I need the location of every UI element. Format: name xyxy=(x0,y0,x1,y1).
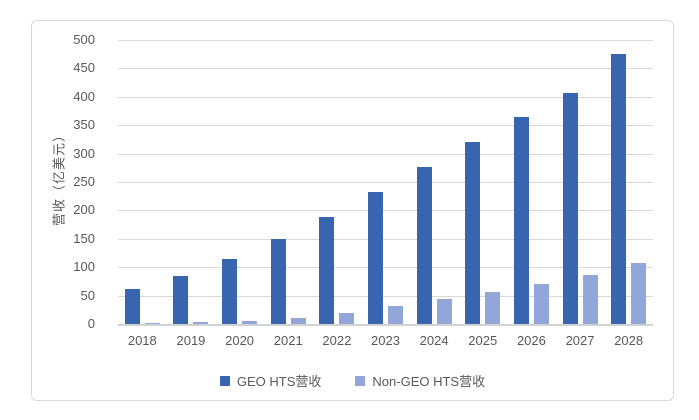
bar-geo-2020 xyxy=(222,258,238,324)
y-tick-label-100: 100 xyxy=(73,259,95,275)
x-tick-label-2023: 2023 xyxy=(371,333,400,348)
bar-geo-2025 xyxy=(465,142,481,324)
x-tick-label-2026: 2026 xyxy=(516,333,546,348)
gridline-250 xyxy=(118,182,653,183)
x-tick-label-2019: 2019 xyxy=(176,333,206,348)
y-tick-label-150: 150 xyxy=(73,230,95,246)
bar-geo-2028 xyxy=(611,54,627,324)
x-tick-label-2020: 2020 xyxy=(225,333,255,348)
bar-geo-2018 xyxy=(124,288,140,324)
y-tick-label-500: 500 xyxy=(73,32,95,47)
y-tick-label-350: 350 xyxy=(73,117,95,133)
bar-nongeo-2024 xyxy=(436,299,452,324)
x-tick-label-2018: 2018 xyxy=(127,333,157,348)
bar-nongeo-2026 xyxy=(533,283,549,324)
y-tick-label-400: 400 xyxy=(73,88,95,104)
x-tick-label-2027: 2027 xyxy=(565,333,595,348)
x-tick-label-2024: 2024 xyxy=(419,333,449,348)
legend-label-geo: GEO HTS营收 xyxy=(236,374,322,389)
bar-nongeo-2022 xyxy=(339,313,355,324)
y-tick-label-200: 200 xyxy=(73,202,95,218)
bar-nongeo-2019 xyxy=(193,322,209,324)
gridline-400 xyxy=(118,96,653,98)
bar-geo-2022 xyxy=(319,217,335,324)
bar-geo-2027 xyxy=(562,93,578,324)
gridline-50 xyxy=(118,295,653,297)
gridline-150 xyxy=(118,238,653,240)
legend-item-geo: GEO HTS营收 xyxy=(219,371,322,390)
x-tick-label-2025: 2025 xyxy=(468,333,498,348)
bar-nongeo-2023 xyxy=(388,305,403,324)
bar-geo-2024 xyxy=(416,166,432,324)
bar-nongeo-2018 xyxy=(144,322,160,324)
bar-geo-2026 xyxy=(513,116,529,324)
legend: GEO HTS营收 Non-GEO HTS营收 xyxy=(32,371,673,390)
bar-geo-2021 xyxy=(270,238,286,324)
gridline-350 xyxy=(118,125,653,127)
bar-nongeo-2027 xyxy=(582,275,598,324)
bar-nongeo-2021 xyxy=(290,317,306,324)
y-tick-label-50: 50 xyxy=(80,287,95,303)
bar-nongeo-2025 xyxy=(485,292,501,324)
y-tick-label-450: 450 xyxy=(73,60,95,76)
legend-label-nongeo: Non-GEO HTS营收 xyxy=(372,374,486,389)
bar-geo-2023 xyxy=(368,192,383,324)
gridline-300 xyxy=(118,153,653,155)
y-tick-label-0: 0 xyxy=(87,316,95,331)
bar-nongeo-2020 xyxy=(242,320,258,324)
legend-marker-nongeo xyxy=(355,375,366,386)
bar-geo-2019 xyxy=(173,275,189,324)
plot-area xyxy=(118,40,653,326)
gridline-450 xyxy=(118,68,653,70)
gridline-200 xyxy=(118,210,653,212)
chart-frame: 营收（亿美元） 0 50 100 150 200 250 300 350 400 450 500 2… xyxy=(31,20,674,401)
x-tick-label-2022: 2022 xyxy=(322,333,352,348)
legend-item-nongeo: Non-GEO HTS营收 xyxy=(355,371,485,390)
gridline-100 xyxy=(118,267,653,269)
x-tick-label-2028: 2028 xyxy=(614,333,644,348)
gridline-500 xyxy=(118,40,653,41)
y-tick-label-300: 300 xyxy=(73,145,95,161)
bar-nongeo-2028 xyxy=(631,262,647,324)
legend-marker-geo xyxy=(219,375,230,386)
y-tick-label-250: 250 xyxy=(73,174,95,189)
x-tick-label-2021: 2021 xyxy=(273,333,303,348)
